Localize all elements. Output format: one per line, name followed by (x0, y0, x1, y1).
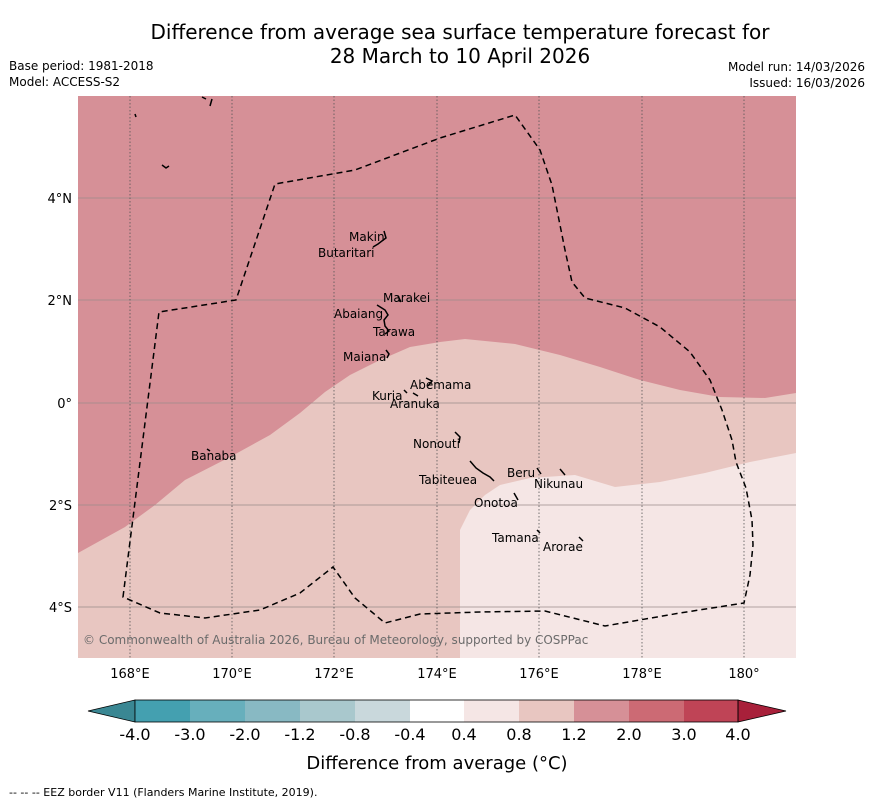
lon-tick-172e: 172°E (314, 667, 354, 682)
colorbar-over-arrow (737, 699, 787, 723)
lon-tick-178e: 178°E (622, 667, 662, 682)
island-outline-edge-b (209, 98, 213, 107)
graticule-meridians (129, 96, 745, 658)
island-outline-maiana (385, 349, 390, 359)
eez-border (122, 114, 754, 627)
label-maiana: Maiana (343, 350, 386, 364)
colorbar-swatch-3 (245, 700, 300, 722)
island-outline-aranuka (412, 392, 419, 397)
label-abemama: Abemama (410, 378, 471, 392)
colorbar-label-2: -3.0 (174, 725, 205, 744)
island-outline-kuria (403, 389, 408, 394)
label-makin: Makin (349, 230, 385, 244)
colorbar-swatch-8 (519, 700, 574, 722)
label-beru: Beru (507, 466, 535, 480)
colorbar-swatch-9 (574, 700, 629, 722)
latitude-tick-labels: 4°N 2°N 0° 2°S 4°S (48, 192, 73, 616)
colorbar-swatch-7 (464, 700, 519, 722)
island-labels: Makin Butaritari Marakei Abaiang Tarawa … (191, 230, 583, 554)
label-kuria: Kuria (372, 389, 403, 403)
island-outline-onotoa (513, 492, 519, 501)
lon-tick-170e: 170°E (212, 667, 252, 682)
model-name: Model: ACCESS-S2 (9, 75, 121, 89)
model-run: Model run: 14/03/2026 (727, 60, 865, 74)
island-outline-arorae (578, 536, 584, 542)
colorbar-label-6: -0.4 (394, 725, 425, 744)
copyright-notice: © Commonwealth of Australia 2026, Bureau… (83, 633, 588, 647)
label-tarawa: Tarawa (372, 325, 415, 339)
colorbar-swatch-2 (190, 700, 245, 722)
colorbar-swatch-6 (410, 700, 464, 722)
label-tamana: Tamana (491, 531, 539, 545)
island-outlines (134, 96, 584, 542)
colorbar-label-8: 0.8 (506, 725, 531, 744)
lon-tick-180: 180° (728, 667, 759, 682)
title-line-2: 28 March to 10 April 2026 (329, 44, 591, 68)
lat-tick-2s: 2°S (49, 499, 72, 514)
lat-tick-4n: 4°N (48, 192, 73, 207)
label-marakei: Marakei (383, 291, 430, 305)
longitude-tick-labels: 168°E 170°E 172°E 174°E 176°E 178°E 180° (110, 667, 759, 682)
lat-tick-2n: 2°N (48, 294, 73, 309)
label-nikunau: Nikunau (534, 477, 583, 491)
colorbar: -4.0 -3.0 -2.0 -1.2 -0.8 -0.4 0.4 0.8 1.… (87, 699, 787, 774)
label-arorae: Arorae (543, 540, 583, 554)
title-line-1: Difference from average sea surface temp… (150, 20, 770, 44)
colorbar-label-11: 3.0 (671, 725, 696, 744)
island-outline-marakei (397, 295, 402, 303)
meta-right: Model run: 14/03/2026 Issued: 16/03/2026 (728, 59, 865, 91)
colorbar-swatch-11 (684, 700, 738, 722)
island-outline-abemama (425, 377, 434, 387)
colorbar-label-9: 1.2 (561, 725, 586, 744)
colorbar-frame (134, 699, 739, 723)
colorbar-swatch-1 (135, 700, 190, 722)
colorbar-title: Difference from average (°C) (306, 753, 567, 774)
lon-tick-174e: 174°E (417, 667, 457, 682)
island-outline-beru (536, 467, 542, 475)
island-outline-tamana (536, 529, 541, 534)
map-area: Makin Butaritari Marakei Abaiang Tarawa … (78, 96, 796, 658)
colorbar-label-10: 2.0 (616, 725, 641, 744)
colorbar-label-3: -2.0 (229, 725, 260, 744)
label-banaba: Banaba (191, 449, 237, 463)
island-outline-butaritari (372, 230, 387, 248)
island-outline-small-a (134, 113, 137, 118)
label-butaritari: Butaritari (318, 246, 375, 260)
colorbar-swatch-4 (300, 700, 355, 722)
label-nonouti: Nonouti (413, 437, 460, 451)
island-outline-small-b (161, 164, 170, 169)
lat-tick-4s: 4°S (49, 601, 72, 616)
lon-tick-176e: 176°E (519, 667, 559, 682)
colorbar-label-7: 0.4 (451, 725, 476, 744)
colorbar-label-5: -0.8 (339, 725, 370, 744)
colorbar-swatch-5 (355, 700, 410, 722)
label-abaiang: Abaiang (334, 307, 383, 321)
meta-left: Base period: 1981-2018 Model: ACCESS-S2 (9, 58, 154, 90)
lat-tick-0: 0° (57, 397, 72, 412)
map-title: Difference from average sea surface temp… (0, 20, 873, 68)
island-outline-nikunau (559, 468, 566, 476)
lon-tick-168e: 168°E (110, 667, 150, 682)
colorbar-label-4: -1.2 (284, 725, 315, 744)
colorbar-label-12: 4.0 (725, 725, 750, 744)
colorbar-swatch-10 (629, 700, 684, 722)
island-outline-banaba (206, 448, 211, 452)
island-outline-tarawa (376, 304, 391, 335)
colorbar-under-arrow (87, 699, 136, 723)
base-period: Base period: 1981-2018 (9, 59, 154, 73)
eez-legend-note: -- -- -- EEZ border V11 (Flanders Marine… (9, 786, 318, 799)
colorbar-label-1: -4.0 (119, 725, 150, 744)
island-outline-nauru-edge (201, 96, 207, 100)
issued-date: Issued: 16/03/2026 (749, 76, 865, 90)
island-outline-nonouti (454, 431, 461, 444)
label-aranuka: Aranuka (390, 397, 440, 411)
island-outline-tabiteuea (469, 460, 495, 482)
label-onotoa: Onotoa (474, 496, 518, 510)
label-tabiteuea: Tabiteuea (418, 473, 477, 487)
